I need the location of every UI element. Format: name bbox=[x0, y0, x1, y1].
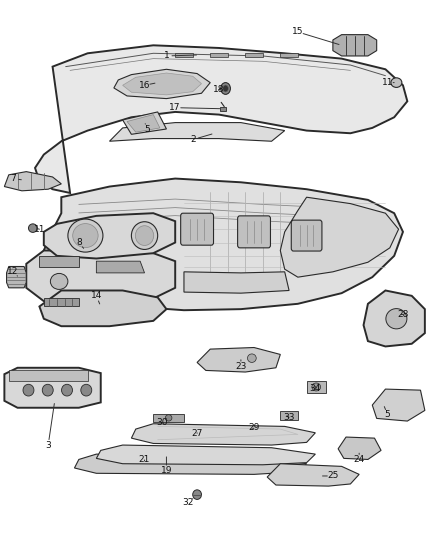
Text: 24: 24 bbox=[353, 456, 365, 464]
FancyBboxPatch shape bbox=[291, 220, 322, 251]
Ellipse shape bbox=[42, 384, 53, 396]
Ellipse shape bbox=[61, 384, 72, 396]
Ellipse shape bbox=[193, 490, 201, 499]
Polygon shape bbox=[267, 464, 359, 486]
Text: 8: 8 bbox=[76, 238, 82, 247]
Polygon shape bbox=[44, 298, 79, 306]
Ellipse shape bbox=[223, 85, 229, 92]
Text: 11: 11 bbox=[34, 225, 45, 233]
Text: 1: 1 bbox=[163, 52, 170, 60]
Ellipse shape bbox=[391, 78, 402, 87]
Polygon shape bbox=[7, 266, 26, 288]
Text: 5: 5 bbox=[385, 410, 391, 419]
Polygon shape bbox=[197, 348, 280, 372]
Ellipse shape bbox=[131, 222, 158, 249]
Ellipse shape bbox=[386, 309, 407, 329]
Text: 28: 28 bbox=[397, 310, 409, 319]
Text: 34: 34 bbox=[310, 384, 321, 392]
Ellipse shape bbox=[68, 219, 103, 252]
Text: 30: 30 bbox=[156, 418, 168, 427]
Polygon shape bbox=[74, 454, 307, 474]
Polygon shape bbox=[175, 53, 193, 57]
Text: 17: 17 bbox=[170, 103, 181, 112]
Ellipse shape bbox=[28, 224, 37, 232]
Polygon shape bbox=[26, 251, 175, 304]
Text: 27: 27 bbox=[191, 429, 203, 438]
Polygon shape bbox=[44, 213, 175, 259]
Text: 5: 5 bbox=[144, 125, 150, 134]
Polygon shape bbox=[372, 389, 425, 421]
Text: 21: 21 bbox=[139, 456, 150, 464]
Polygon shape bbox=[39, 290, 166, 326]
Polygon shape bbox=[110, 123, 285, 141]
Ellipse shape bbox=[221, 83, 230, 94]
Ellipse shape bbox=[247, 354, 256, 362]
Polygon shape bbox=[96, 261, 145, 273]
Text: 16: 16 bbox=[139, 81, 150, 90]
Polygon shape bbox=[39, 256, 79, 266]
Text: 19: 19 bbox=[161, 466, 172, 475]
Polygon shape bbox=[9, 370, 88, 381]
Polygon shape bbox=[44, 179, 403, 310]
Polygon shape bbox=[280, 411, 298, 420]
Ellipse shape bbox=[73, 223, 98, 247]
Polygon shape bbox=[35, 45, 407, 193]
Polygon shape bbox=[131, 424, 315, 445]
Text: 23: 23 bbox=[235, 362, 247, 371]
Polygon shape bbox=[220, 107, 226, 111]
Polygon shape bbox=[333, 35, 377, 56]
Polygon shape bbox=[153, 414, 184, 422]
Polygon shape bbox=[338, 437, 381, 459]
Polygon shape bbox=[184, 272, 289, 293]
Polygon shape bbox=[127, 115, 160, 132]
FancyBboxPatch shape bbox=[180, 213, 214, 245]
Polygon shape bbox=[210, 53, 228, 57]
Polygon shape bbox=[280, 197, 399, 277]
Text: 29: 29 bbox=[248, 424, 260, 432]
Polygon shape bbox=[96, 445, 315, 465]
Polygon shape bbox=[123, 73, 201, 95]
Text: 2: 2 bbox=[190, 135, 195, 144]
Polygon shape bbox=[123, 112, 166, 134]
Text: 33: 33 bbox=[283, 413, 295, 422]
Ellipse shape bbox=[166, 415, 172, 421]
Ellipse shape bbox=[81, 384, 92, 396]
Polygon shape bbox=[245, 53, 263, 57]
Text: 7: 7 bbox=[10, 174, 16, 183]
Text: 15: 15 bbox=[292, 28, 304, 36]
Ellipse shape bbox=[50, 273, 68, 289]
Ellipse shape bbox=[23, 384, 34, 396]
Polygon shape bbox=[4, 172, 61, 191]
FancyBboxPatch shape bbox=[237, 216, 270, 248]
Ellipse shape bbox=[312, 383, 321, 391]
Polygon shape bbox=[307, 381, 326, 393]
Text: 11: 11 bbox=[382, 78, 393, 87]
Text: 14: 14 bbox=[91, 292, 102, 300]
Text: 3: 3 bbox=[45, 441, 51, 449]
Text: 25: 25 bbox=[327, 472, 339, 480]
Ellipse shape bbox=[135, 225, 154, 245]
Text: 32: 32 bbox=[183, 498, 194, 507]
Polygon shape bbox=[280, 53, 298, 57]
Polygon shape bbox=[364, 290, 425, 346]
Text: 12: 12 bbox=[7, 268, 19, 276]
Polygon shape bbox=[114, 69, 210, 99]
Polygon shape bbox=[4, 368, 101, 408]
Text: 18: 18 bbox=[213, 85, 225, 94]
